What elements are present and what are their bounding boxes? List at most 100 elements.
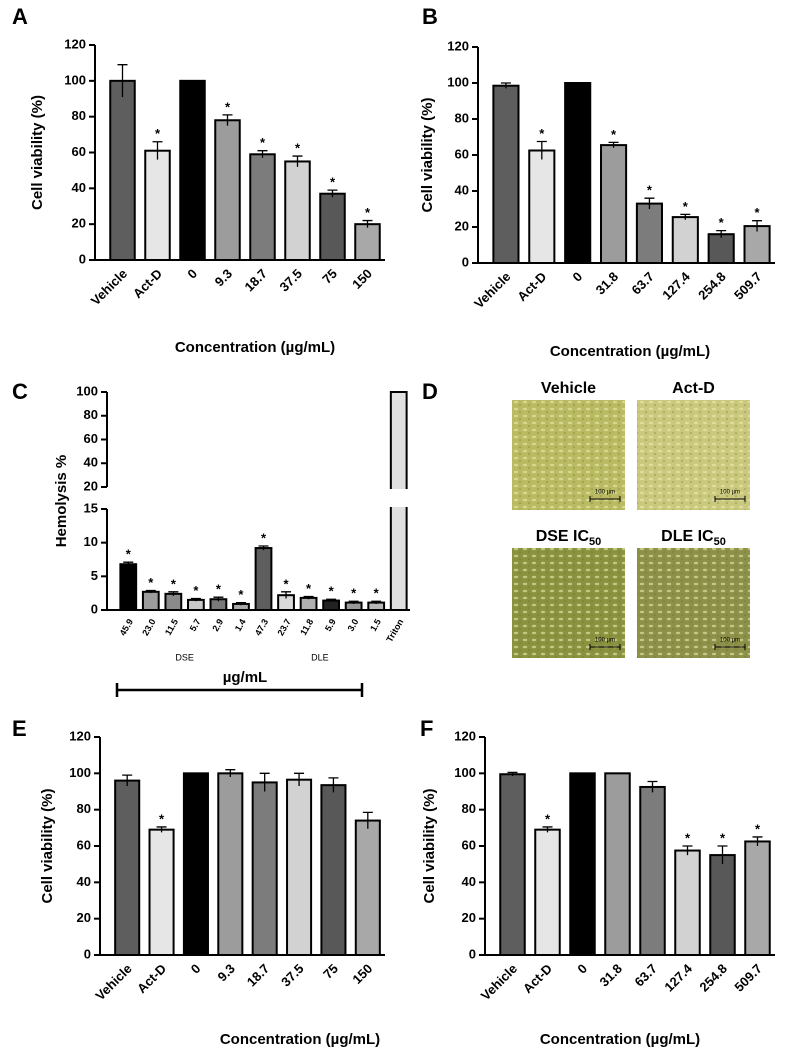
bar xyxy=(564,82,592,264)
bar xyxy=(743,225,771,265)
significance-marker: * xyxy=(545,811,551,826)
bar xyxy=(249,153,276,262)
error-bar xyxy=(680,213,691,220)
error-bar xyxy=(362,219,373,228)
bar xyxy=(528,149,556,264)
error-bar xyxy=(235,601,246,606)
y-axis-title: Cell viability (%) xyxy=(419,97,436,212)
x-axis-title: µg/mL xyxy=(223,669,267,686)
panel-label: B xyxy=(422,4,438,29)
image-title: Act-D xyxy=(672,380,715,397)
axis-break-gap xyxy=(388,489,409,507)
bar xyxy=(707,233,735,264)
significance-marker: * xyxy=(171,576,177,591)
significance-marker: * xyxy=(216,582,222,597)
y-tick-label: 60 xyxy=(462,837,476,852)
error-bar xyxy=(682,845,693,856)
significance-marker: * xyxy=(755,821,761,836)
bar xyxy=(141,590,160,612)
x-axis-title: Concentration (µg/mL) xyxy=(540,1031,700,1048)
y-tick-label: 15 xyxy=(84,500,98,515)
x-axis-title: Concentration (µg/mL) xyxy=(220,1031,380,1048)
group-label: DLE xyxy=(311,652,329,662)
panel-label: C xyxy=(12,379,28,404)
bar xyxy=(744,840,771,956)
y-tick-label: 60 xyxy=(84,431,98,446)
error-bar xyxy=(752,836,763,846)
error-bar xyxy=(213,596,224,602)
y-axis-title: Hemolysis % xyxy=(53,455,70,548)
y-tick-label: 0 xyxy=(91,601,98,616)
bar xyxy=(671,216,699,265)
bar xyxy=(286,778,313,956)
error-bar xyxy=(608,141,619,148)
panel-label: F xyxy=(420,716,433,741)
significance-marker: * xyxy=(755,205,761,220)
y-tick-label: 60 xyxy=(455,146,469,161)
bar xyxy=(251,781,278,957)
error-bar xyxy=(281,591,292,599)
bar xyxy=(569,772,596,956)
significance-marker: * xyxy=(720,830,726,845)
y-tick-label: 40 xyxy=(84,455,98,470)
error-bar xyxy=(752,220,763,232)
y-tick-label: 100 xyxy=(64,72,86,87)
significance-marker: * xyxy=(365,205,371,220)
bar xyxy=(354,819,381,956)
significance-marker: * xyxy=(647,183,653,198)
range-bracket xyxy=(115,683,364,697)
y-tick-label: 5 xyxy=(91,568,98,583)
bar xyxy=(600,144,628,265)
error-bar xyxy=(117,64,128,97)
error-bar xyxy=(647,780,658,793)
error-bar xyxy=(328,777,339,793)
scale-label: 100 µm xyxy=(595,490,615,496)
error-bar xyxy=(348,600,359,604)
error-bar xyxy=(123,561,134,567)
image-title-text: Act-D xyxy=(672,380,715,397)
error-bar xyxy=(294,772,305,787)
significance-marker: * xyxy=(261,530,267,545)
image-title-subscript: 50 xyxy=(589,536,601,548)
significance-marker: * xyxy=(611,127,617,142)
scale-label: 100 µm xyxy=(720,490,740,496)
panel-label: A xyxy=(12,4,28,29)
scale-bar xyxy=(714,496,746,502)
y-tick-label: 100 xyxy=(76,383,98,398)
y-tick-label: 40 xyxy=(462,874,476,889)
image-title: DLE IC50 xyxy=(661,528,726,548)
y-tick-label: 40 xyxy=(72,180,86,195)
scale-label: 100 µm xyxy=(595,638,615,644)
bar xyxy=(499,773,526,956)
y-tick-label: 100 xyxy=(454,765,476,780)
y-tick-label: 0 xyxy=(79,251,86,266)
error-bar xyxy=(222,114,233,126)
significance-marker: * xyxy=(126,547,132,562)
panel-label: E xyxy=(12,716,27,741)
bar xyxy=(214,119,241,261)
error-bar xyxy=(507,771,518,777)
significance-marker: * xyxy=(685,830,691,845)
significance-marker: * xyxy=(148,575,154,590)
bar xyxy=(217,772,244,956)
significance-marker: * xyxy=(193,583,199,598)
x-axis-title: Concentration (µg/mL) xyxy=(550,343,710,360)
image-title: DSE IC50 xyxy=(536,528,602,548)
error-bar xyxy=(190,597,201,602)
significance-marker: * xyxy=(683,199,689,214)
micrograph-texture xyxy=(512,400,625,510)
significance-marker: * xyxy=(719,215,725,230)
error-bar xyxy=(716,229,727,238)
significance-marker: * xyxy=(330,175,336,190)
error-bar xyxy=(500,82,511,89)
micrograph-texture xyxy=(637,548,750,658)
error-bar xyxy=(326,598,337,602)
y-tick-label: 80 xyxy=(455,110,469,125)
bar xyxy=(179,79,206,262)
bar xyxy=(119,563,138,611)
bar xyxy=(254,547,273,612)
y-tick-label: 40 xyxy=(77,874,91,889)
y-axis-title: Cell viability (%) xyxy=(29,95,46,210)
